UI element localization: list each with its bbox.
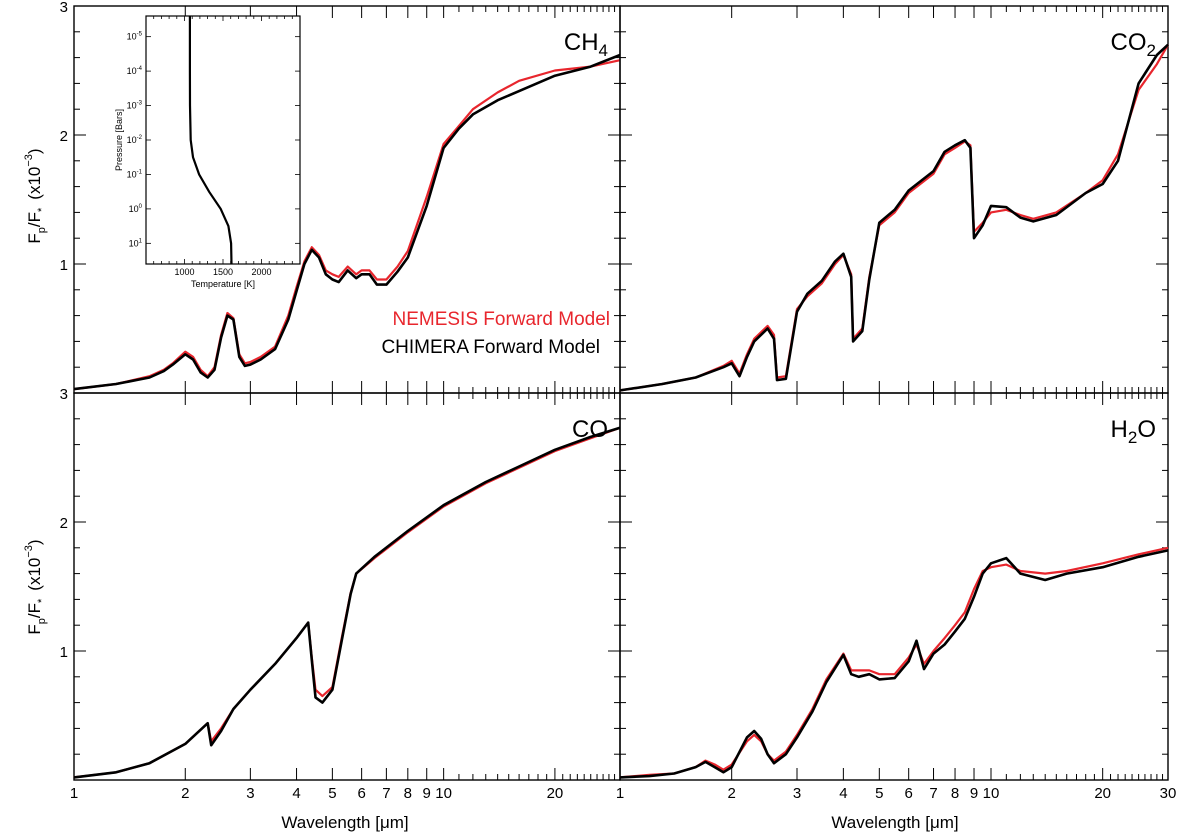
x-axis-title-left: Wavelength [μm] xyxy=(281,813,408,832)
panel-label: H2O xyxy=(1111,416,1156,447)
x-tick-label: 9 xyxy=(423,785,431,802)
x-tick-label: 5 xyxy=(328,785,336,802)
series-line-nemesis xyxy=(619,44,1169,392)
inset-frame xyxy=(145,15,301,265)
legend-nemesis: NEMESIS Forward Model xyxy=(392,309,610,330)
x-axis-title-right: Wavelength [μm] xyxy=(831,813,958,832)
inset-y-tick-label: 10-1 xyxy=(127,169,143,179)
y-tick-label: 1 xyxy=(60,257,68,274)
inset-y-tick-label: 100 xyxy=(129,204,143,214)
panel-co2: CO2 xyxy=(619,5,1169,394)
inset-y-title: Pressure [Bars] xyxy=(114,109,124,171)
x-tick-label: 7 xyxy=(382,785,390,802)
inset-y-tick-label: 10-2 xyxy=(127,135,143,145)
x-tick-label: 4 xyxy=(292,785,300,802)
panel-h2o: 1 2 3 4 5 6 7 8 9 10 20 30 H2O xyxy=(616,392,1177,802)
x-tick-label: 8 xyxy=(404,785,412,802)
x-tick-label: 1 xyxy=(616,785,624,802)
inset-x-title: Temperature [K] xyxy=(191,279,255,289)
plot-frame xyxy=(73,392,621,781)
series-line-chimera xyxy=(619,549,1169,779)
y-tick-label: 2 xyxy=(60,128,68,145)
x-tick-label: 7 xyxy=(929,785,937,802)
x-tick-label: 10 xyxy=(983,785,1000,802)
panel-label: CH4 xyxy=(564,29,608,60)
y-tick-label: 3 xyxy=(60,386,68,403)
plot-frame xyxy=(619,5,1169,394)
inset-y-tick-label: 101 xyxy=(129,238,143,248)
x-tick-label: 20 xyxy=(1094,785,1111,802)
x-tick-label: 5 xyxy=(875,785,883,802)
y-tick-label: 1 xyxy=(60,644,68,661)
x-tick-label: 8 xyxy=(951,785,959,802)
x-tick-label: 6 xyxy=(357,785,365,802)
series-line-nemesis xyxy=(619,546,1169,779)
inset-y-tick-label: 10-3 xyxy=(127,101,143,111)
x-tick-label: 2 xyxy=(728,785,736,802)
inset-x-tick-label: 1000 xyxy=(174,267,194,277)
inset-y-tick-label: 10-4 xyxy=(127,66,143,76)
inset-x-tick-label: 2000 xyxy=(251,267,271,277)
x-tick-label: 2 xyxy=(181,785,189,802)
legend-chimera: CHIMERA Forward Model xyxy=(381,337,600,358)
inset-profile-line xyxy=(188,16,233,265)
y-tick-label: 3 xyxy=(60,0,68,16)
x-tick-label: 6 xyxy=(905,785,913,802)
x-tick-label: 3 xyxy=(246,785,254,802)
series-line-nemesis xyxy=(73,59,621,391)
series-line-nemesis xyxy=(73,426,621,779)
panel-ch4: 1 2 3 CH4 10-5 10-4 10-3 10-2 10-1 100 101 1000 1500… xyxy=(60,0,621,394)
panel-label: CO xyxy=(572,416,608,443)
inset-x-tick-label: 1500 xyxy=(213,267,233,277)
x-tick-label: 9 xyxy=(970,785,978,802)
svg-text:Fp/F*(x10−3): Fp/F*(x10−3) xyxy=(23,539,48,634)
series-line-chimera xyxy=(619,43,1169,392)
x-tick-label: 10 xyxy=(435,785,452,802)
inset-y-tick-label: 10-5 xyxy=(127,32,143,42)
panel-label: CO2 xyxy=(1111,29,1156,60)
y-axis-title-top: Fp/F*(x10−3) xyxy=(23,148,48,243)
y-axis-title-bottom: Fp/F*(x10−3) xyxy=(23,539,48,634)
x-tick-label: 30 xyxy=(1160,785,1177,802)
x-tick-label: 20 xyxy=(547,785,564,802)
series-line-chimera xyxy=(73,53,621,391)
x-tick-label: 4 xyxy=(839,785,847,802)
panel-co: 1 2 3 4 5 6 7 8 9 10 20 1 2 3 CO xyxy=(60,386,621,802)
x-tick-label: 1 xyxy=(70,785,78,802)
y-tick-label: 2 xyxy=(60,515,68,532)
x-tick-label: 3 xyxy=(793,785,801,802)
svg-text:Fp/F*(x10−3): Fp/F*(x10−3) xyxy=(23,148,48,243)
plot-frame xyxy=(619,392,1169,781)
series-line-chimera xyxy=(73,426,621,779)
inset-tp-profile: 10-5 10-4 10-3 10-2 10-1 100 101 1000 1500 2000 Te… xyxy=(114,15,301,289)
